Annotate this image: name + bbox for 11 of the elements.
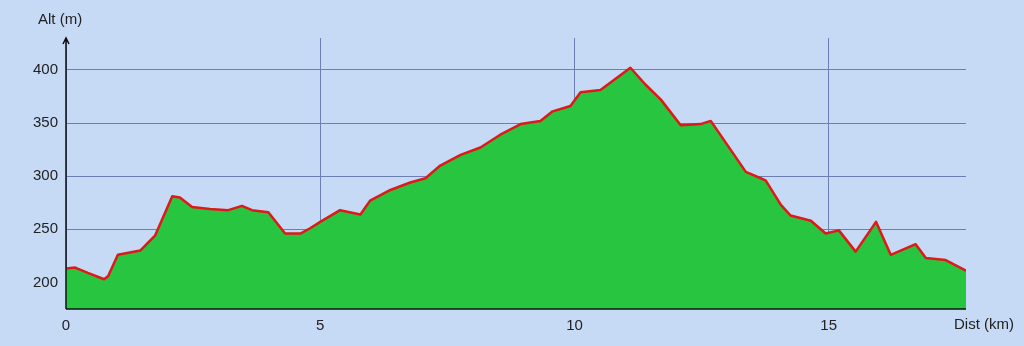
x-axis-title: Dist (km) (954, 315, 1014, 333)
x-tick-label: 15 (820, 316, 838, 334)
y-axis-title: Alt (m) (38, 10, 83, 28)
x-tick-label: 10 (566, 316, 583, 334)
y-tick-label: 250 (32, 219, 58, 237)
x-tick-label: 5 (316, 316, 325, 334)
y-tick-label: 350 (32, 113, 58, 131)
y-tick-label: 300 (32, 166, 58, 184)
y-tick-label: 200 (32, 272, 58, 290)
x-tick-label: 0 (61, 316, 71, 334)
y-tick-label: 400 (32, 60, 58, 78)
